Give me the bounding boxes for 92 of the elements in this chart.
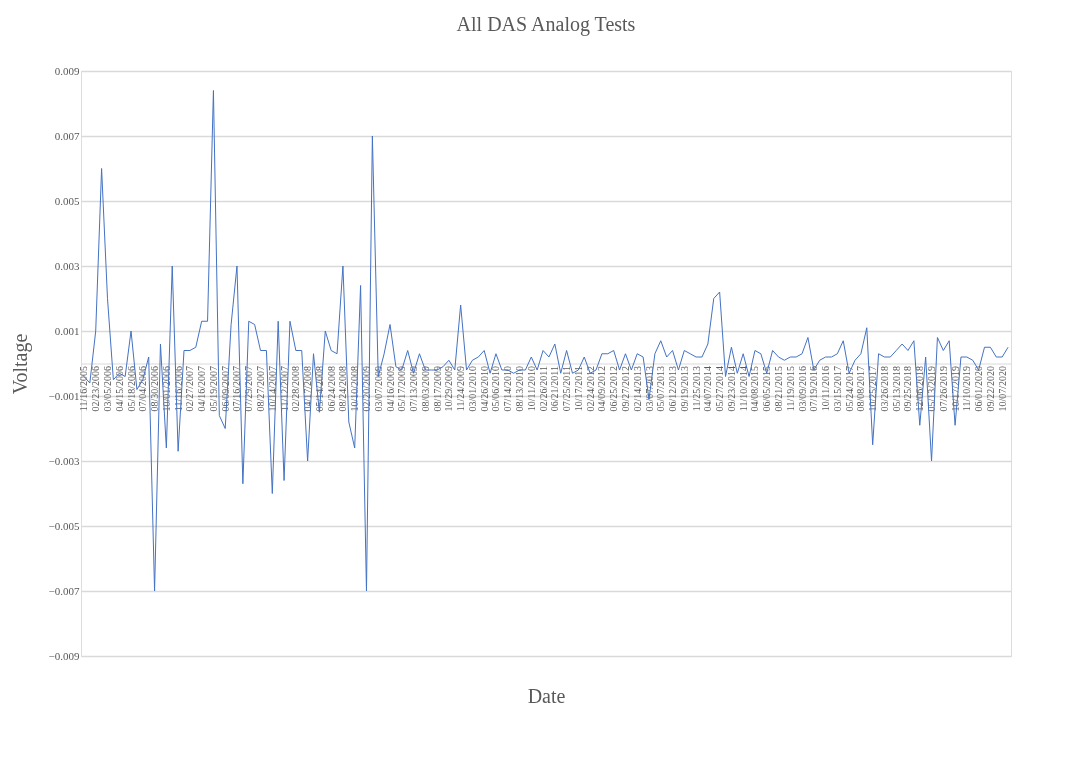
x-tick-label: 04/08/2015 [749,366,761,412]
x-tick-label: 04/26/2010 [478,366,490,412]
x-tick-label: 10/11/2010 [525,366,537,412]
x-tick-label: 12/06/2018 [914,366,926,412]
x-tick-label: 09/27/2012 [619,366,631,412]
x-tick-label: 07/19/2016 [808,366,820,412]
x-tick-label: 09/23/2014 [725,366,737,412]
x-tick-label: 07/25/2011 [561,366,573,412]
x-tick-label: 07/14/2010 [502,366,514,412]
x-tick-label: 06/05/2015 [761,366,773,412]
x-tick-label: 04/16/2007 [196,366,208,412]
x-tick-label: 05/13/2019 [926,366,938,412]
x-tick-label: 05/18/2006 [125,366,137,412]
x-tick-label: 08/27/2007 [255,366,267,412]
y-tick-label: 0.001 [54,324,80,337]
y-tick-label: 0.007 [54,129,80,142]
x-tick-label: 11/10/2019 [961,366,973,412]
x-tick-label: 08/24/2008 [337,366,349,412]
x-tick-label: 11/10/2014 [737,366,749,412]
x-tick-label: 02/28/2008 [290,366,302,412]
y-tick-label: 0.009 [54,64,80,77]
x-tick-label: 10/10/2008 [349,366,361,412]
x-tick-label: 05/24/2017 [843,366,855,412]
x-tick-label: 09/19/2013 [678,366,690,412]
x-tick-label: 05/19/2007 [207,366,219,412]
x-tick-label: 11/19/2015 [784,366,796,412]
x-axis-title: Date [527,684,566,707]
x-tick-label: 07/16/2007 [231,366,243,412]
x-tick-label: 10/17/2011 [572,366,584,412]
x-tick-label: 11/25/2013 [690,366,702,412]
x-tick-label: 06/24/2008 [325,366,337,412]
x-tick-label: 03/07/2009 [372,366,384,412]
y-tick-label: −0.003 [48,454,80,467]
x-tick-label: 05/14/2008 [313,366,325,412]
x-tick-label: 04/09/2012 [596,366,608,412]
y-tick-label: −0.009 [48,649,80,662]
x-tick-label: 08/08/2017 [855,366,867,412]
x-tick-label: 02/26/2011 [537,366,549,412]
x-tick-label: 10/29/2009 [443,366,455,412]
x-tick-label: 08/21/2015 [773,366,784,412]
x-tick-label: 03/05/2006 [101,366,113,412]
y-tick-label: −0.007 [48,584,80,597]
x-tick-label: 11/24/2009 [455,366,467,412]
x-tick-label: 10/11/2016 [820,366,832,412]
chart-title: All DAS Analog Tests [456,13,636,36]
x-tick-label: 03/01/2010 [466,366,478,412]
x-tick-label: 09/25/2018 [902,366,914,412]
x-tick-label: 11/16/2005 [78,366,90,412]
x-tick-label: 08/13/2010 [514,366,526,412]
y-tick-label: −0.005 [48,519,80,532]
y-tick-label: 0.005 [54,194,80,207]
x-tick-label: 10/25/2017 [867,366,879,412]
x-tick-label: 06/01/2020 [973,366,985,412]
x-tick-label: 10/14/2007 [266,366,278,412]
x-tick-label: 04/17/2008 [302,366,314,412]
x-tick-label: 05/07/2013 [655,366,667,412]
x-tick-label: 06/12/2013 [667,366,679,412]
x-tick-label: 07/13/2009 [408,366,420,412]
x-tick-label: 03/09/2016 [796,366,808,412]
x-tick-label: 08/30/2006 [149,366,161,412]
y-tick-label: −0.001 [48,389,80,402]
x-tick-label: 02/20/2009 [360,366,372,412]
x-tick-label: 03/15/2017 [831,366,843,412]
x-tick-label: 08/17/2009 [431,366,443,412]
x-tick-label: 10/17/2019 [949,366,961,412]
x-tick-label: 02/23/2006 [90,366,102,412]
x-tick-label: 03/07/2013 [643,366,655,412]
x-tick-label: 04/16/2009 [384,366,396,412]
x-tick-label: 06/21/2011 [549,366,561,412]
x-tick-label: 05/13/2018 [890,366,902,412]
x-tick-label: 08/03/2009 [419,366,431,412]
x-tick-label: 05/06/2010 [490,366,502,412]
y-axis-title: Voltage [8,333,32,395]
y-tick-label: 0.003 [54,259,80,272]
x-tick-label: 07/29/2007 [243,366,255,412]
x-tick-label: 02/24/2012 [584,366,596,412]
x-tick-label: 07/04/2006 [137,366,149,412]
x-tick-label: 04/15/2006 [113,366,125,412]
x-tick-label: 09/22/2020 [984,366,996,412]
x-tick-label: 11/12/2007 [278,366,290,412]
x-tick-label: 06/09/2007 [219,366,231,412]
x-tick-label: 06/25/2012 [608,366,620,412]
x-tick-label: 02/14/2013 [631,366,643,412]
x-tick-label: 04/07/2014 [702,366,714,412]
x-tick-label: 02/27/2007 [184,366,196,412]
x-tick-label: 07/26/2019 [937,366,949,412]
x-tick-label: 05/27/2014 [714,366,726,412]
x-tick-label: 11/16/2006 [172,366,184,412]
x-tick-label: 05/17/2009 [396,366,408,412]
x-tick-label: 10/01/2006 [160,366,172,412]
x-tick-label: 10/07/2020 [996,366,1008,412]
x-tick-label: 03/26/2018 [878,366,890,412]
